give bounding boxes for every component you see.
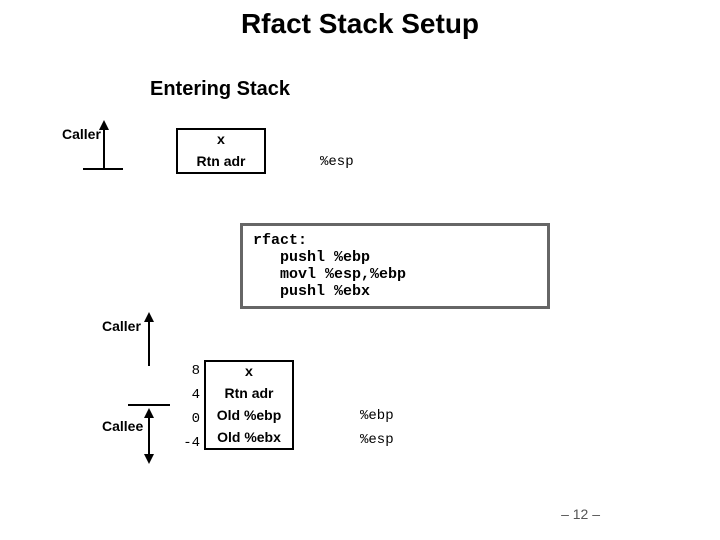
bottom-stack-cell-old-ebx: Old %ebx xyxy=(204,426,294,450)
caller-label-top: Caller xyxy=(62,126,101,142)
code-line-2: movl %esp,%ebp xyxy=(253,266,406,283)
offset-0: 0 xyxy=(170,411,200,427)
code-line-0: rfact: xyxy=(253,232,307,249)
offset-minus4: -4 xyxy=(164,435,200,451)
page-title: Rfact Stack Setup xyxy=(0,8,720,40)
code-line-1: pushl %ebp xyxy=(253,249,370,266)
subtitle: Entering Stack xyxy=(150,78,290,101)
esp-pointer-top: %esp xyxy=(320,154,354,170)
esp-pointer-bottom: %esp xyxy=(360,432,394,448)
bottom-stack-cell-rtnadr: Rtn adr xyxy=(204,382,294,406)
bottom-stack-cell-old-ebp: Old %ebp xyxy=(204,404,294,428)
callee-label: Callee xyxy=(102,418,143,434)
code-line-3: pushl %ebx xyxy=(253,283,370,300)
code-box: rfact: pushl %ebp movl %esp,%ebp pushl %… xyxy=(240,223,550,309)
bottom-stack-cell-x: x xyxy=(204,360,294,384)
top-stack-cell-x: x xyxy=(176,128,266,152)
top-stack-cell-rtnadr: Rtn adr xyxy=(176,150,266,174)
caller-label-bottom: Caller xyxy=(102,318,141,334)
offset-4: 4 xyxy=(170,387,200,403)
frame-divider xyxy=(128,404,170,406)
ebp-pointer: %ebp xyxy=(360,408,394,424)
offset-8: 8 xyxy=(170,363,200,379)
slide-number: – 12 – xyxy=(561,506,600,522)
